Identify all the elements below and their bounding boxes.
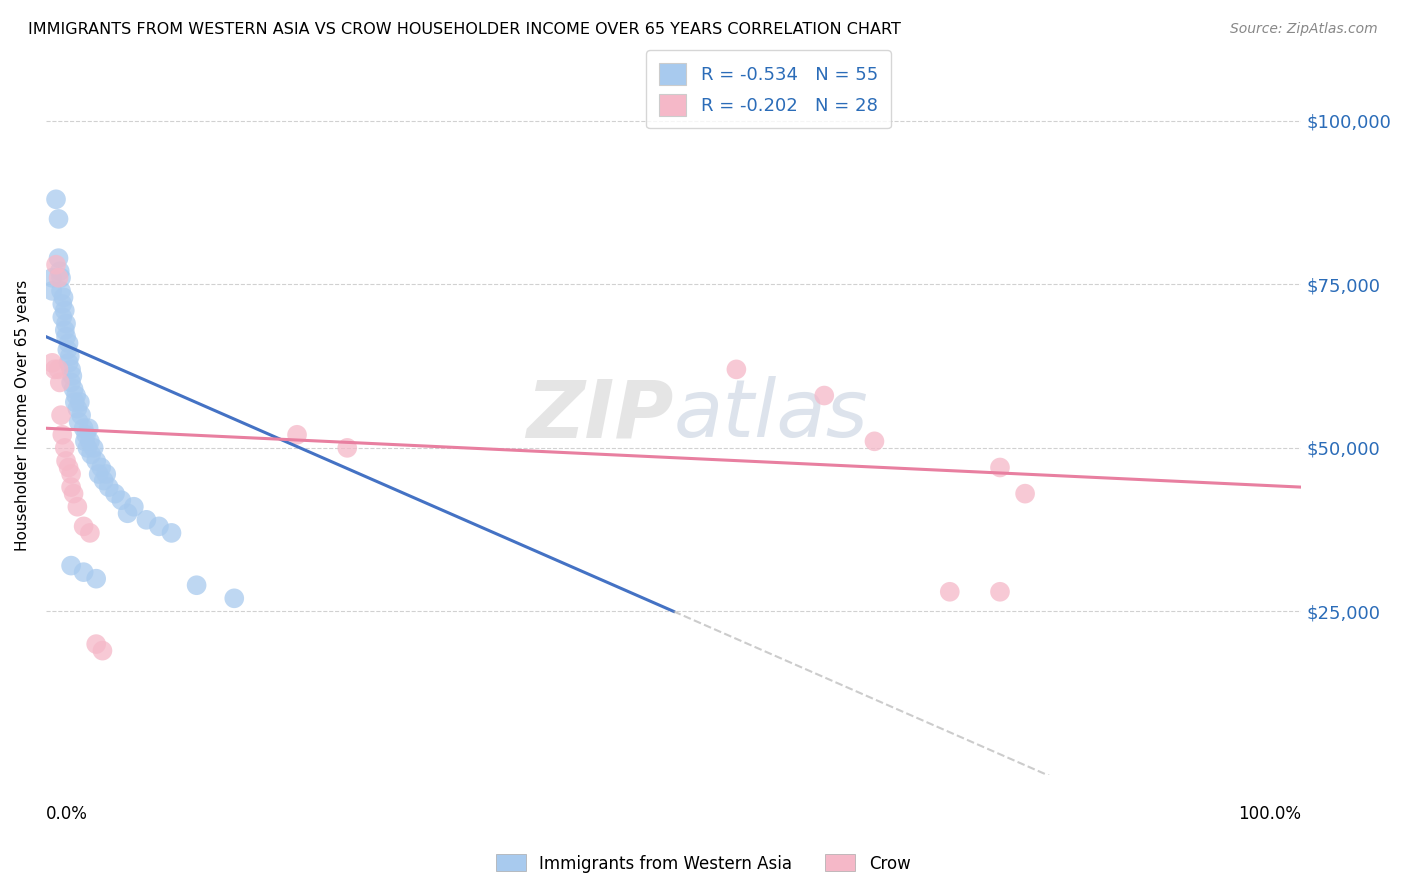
Point [49,264,72,278]
Point [49,408,72,422]
Point [48,362,70,376]
Point [63,395,86,409]
Point [813,388,835,402]
Point [135,513,157,527]
Point [186,578,208,592]
Point [75,427,97,442]
Point [988,584,1011,599]
Point [62,486,84,500]
Point [41,356,63,370]
Point [58,356,80,370]
Text: 0.0%: 0.0% [46,805,87,823]
Point [160,525,183,540]
Point [49,376,72,390]
Point [725,362,748,376]
Point [58,336,80,351]
Legend: Immigrants from Western Asia, Crow: Immigrants from Western Asia, Crow [489,847,917,880]
Point [48,251,70,265]
Point [53,441,76,455]
Point [91,643,114,657]
Point [110,493,132,508]
Point [45,258,67,272]
Point [59,349,82,363]
Text: Source: ZipAtlas.com: Source: ZipAtlas.com [1230,22,1378,37]
Point [939,584,962,599]
Point [72,565,94,579]
Point [80,447,103,461]
Point [66,500,89,514]
Point [51,310,73,324]
Point [60,480,83,494]
Point [117,506,139,520]
Point [56,343,79,357]
Point [48,211,70,226]
Point [93,474,115,488]
Point [72,519,94,533]
Point [87,467,110,481]
Point [60,467,83,481]
Point [84,637,107,651]
Point [65,388,87,402]
Point [44,362,66,376]
Point [90,460,112,475]
Point [53,303,76,318]
Point [863,434,886,449]
Point [52,290,75,304]
Point [224,591,246,606]
Point [148,519,170,533]
Point [77,421,100,435]
Point [84,572,107,586]
Point [73,434,96,449]
Point [58,460,80,475]
Point [72,421,94,435]
Text: ZIP: ZIP [526,376,673,454]
Point [79,434,101,449]
Point [60,368,83,383]
Point [51,427,73,442]
Point [49,284,72,298]
Point [96,467,118,481]
Point [70,408,93,422]
Point [79,525,101,540]
Point [48,270,70,285]
Point [1014,486,1036,500]
Text: 100.0%: 100.0% [1239,805,1302,823]
Point [83,441,105,455]
Point [66,401,89,416]
Point [336,441,359,455]
Point [285,427,308,442]
Point [62,382,84,396]
Point [55,329,77,343]
Point [55,454,77,468]
Point [45,192,67,206]
Point [104,486,127,500]
Point [76,441,98,455]
Point [49,270,72,285]
Text: IMMIGRANTS FROM WESTERN ASIA VS CROW HOUSEHOLDER INCOME OVER 65 YEARS CORRELATIO: IMMIGRANTS FROM WESTERN ASIA VS CROW HOU… [28,22,901,37]
Point [60,558,83,573]
Point [67,415,90,429]
Y-axis label: Householder Income Over 65 years: Householder Income Over 65 years [15,279,30,550]
Point [60,376,83,390]
Legend: R = -0.534   N = 55, R = -0.202   N = 28: R = -0.534 N = 55, R = -0.202 N = 28 [647,50,890,128]
Point [41,270,63,285]
Point [97,480,120,494]
Text: atlas: atlas [673,376,869,454]
Point [84,454,107,468]
Point [988,460,1011,475]
Point [55,317,77,331]
Point [60,362,83,376]
Point [69,395,91,409]
Point [51,297,73,311]
Point [41,284,63,298]
Point [53,323,76,337]
Point [122,500,145,514]
